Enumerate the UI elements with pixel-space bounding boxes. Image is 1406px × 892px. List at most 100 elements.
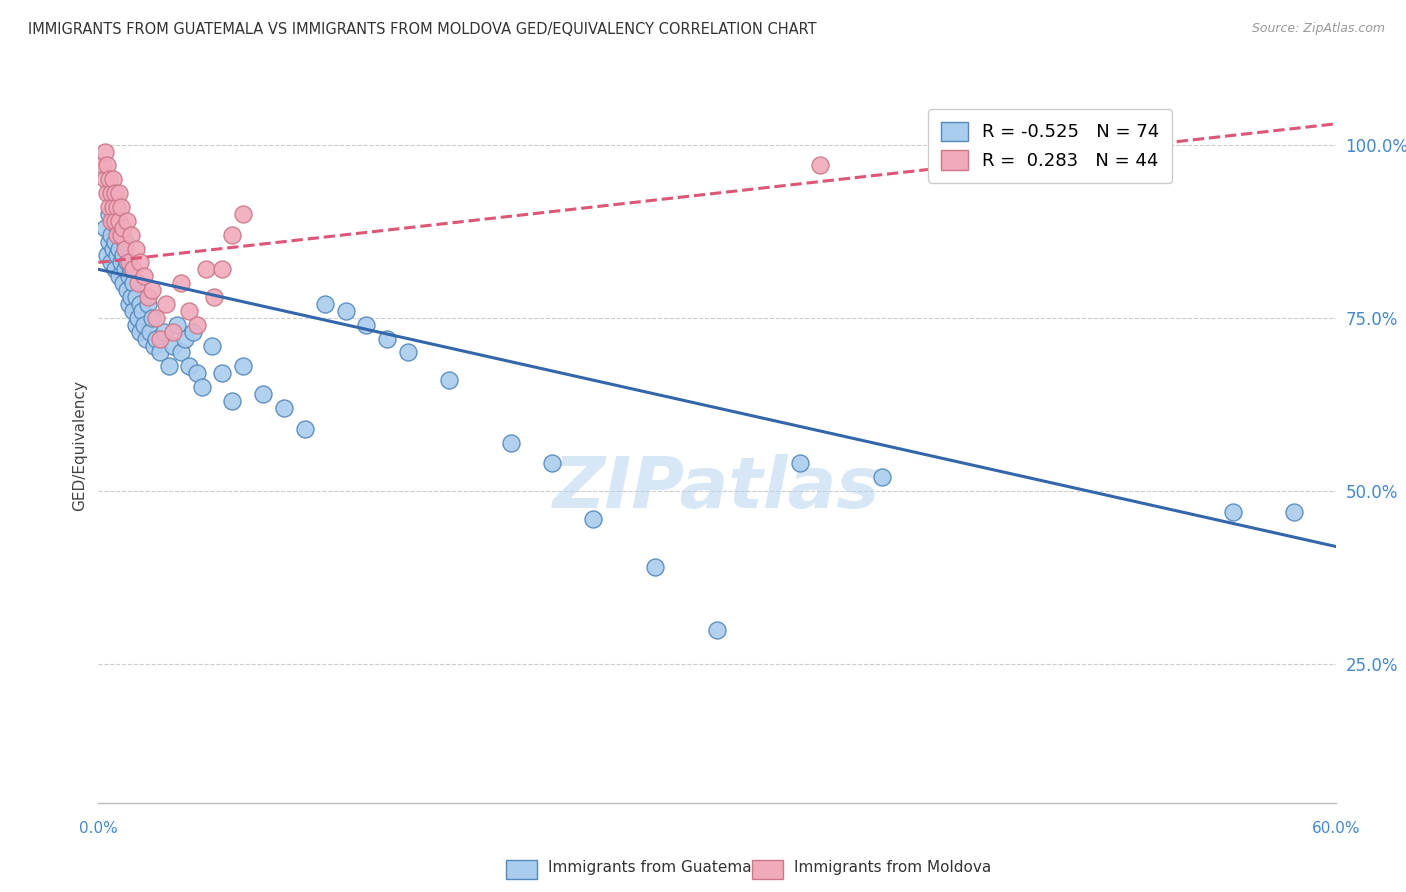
Point xyxy=(128,297,150,311)
Point xyxy=(314,297,336,311)
Point xyxy=(97,235,120,249)
Point xyxy=(252,387,274,401)
Point xyxy=(105,248,128,262)
Point xyxy=(145,332,167,346)
Point xyxy=(157,359,180,374)
Point xyxy=(128,255,150,269)
Point xyxy=(97,207,120,221)
Point xyxy=(104,262,127,277)
Point xyxy=(149,345,172,359)
Point xyxy=(108,214,131,228)
Point xyxy=(186,366,208,380)
Point xyxy=(110,227,132,242)
Point xyxy=(118,269,141,284)
Point xyxy=(437,373,460,387)
Point xyxy=(181,325,204,339)
Point xyxy=(110,227,132,242)
Point xyxy=(120,262,142,277)
Point xyxy=(120,227,142,242)
Legend: R = -0.525   N = 74, R =  0.283   N = 44: R = -0.525 N = 74, R = 0.283 N = 44 xyxy=(928,109,1173,183)
Point xyxy=(105,220,128,235)
Point xyxy=(211,262,233,277)
Point xyxy=(149,332,172,346)
Point xyxy=(117,283,139,297)
Point xyxy=(808,158,831,172)
Point xyxy=(100,186,122,201)
Point xyxy=(789,456,811,470)
Point xyxy=(122,276,145,290)
Point xyxy=(114,242,136,256)
Point xyxy=(124,242,146,256)
Point xyxy=(101,200,124,214)
Point xyxy=(122,262,145,277)
Point xyxy=(108,269,131,284)
Point xyxy=(96,186,118,201)
Point xyxy=(120,290,142,304)
Point xyxy=(131,304,153,318)
Point xyxy=(190,380,212,394)
Point xyxy=(644,560,666,574)
Point xyxy=(136,290,159,304)
Point xyxy=(97,200,120,214)
Point xyxy=(108,186,131,201)
Point xyxy=(179,304,201,318)
Point xyxy=(93,172,115,186)
Point xyxy=(232,207,254,221)
Point xyxy=(127,310,149,325)
Point xyxy=(117,255,139,269)
Point xyxy=(162,325,184,339)
Point xyxy=(141,310,163,325)
Point xyxy=(356,318,378,332)
Point xyxy=(110,255,132,269)
Point xyxy=(170,345,193,359)
Point xyxy=(141,283,163,297)
Text: 60.0%: 60.0% xyxy=(1312,821,1360,836)
Point xyxy=(294,422,316,436)
Point xyxy=(118,255,141,269)
Point xyxy=(145,310,167,325)
Text: Immigrants from Guatemala: Immigrants from Guatemala xyxy=(548,861,766,875)
Point xyxy=(132,318,155,332)
Point xyxy=(114,262,136,277)
Point xyxy=(104,214,127,228)
Point xyxy=(96,158,118,172)
Point xyxy=(499,435,522,450)
Point xyxy=(112,276,135,290)
Point xyxy=(201,338,224,352)
Point xyxy=(541,456,564,470)
Point xyxy=(194,262,217,277)
Point xyxy=(101,242,124,256)
Point xyxy=(179,359,201,374)
Text: IMMIGRANTS FROM GUATEMALA VS IMMIGRANTS FROM MOLDOVA GED/EQUIVALENCY CORRELATION: IMMIGRANTS FROM GUATEMALA VS IMMIGRANTS … xyxy=(28,22,817,37)
Point xyxy=(105,227,128,242)
Point xyxy=(136,297,159,311)
Point xyxy=(1284,505,1306,519)
Point xyxy=(202,290,225,304)
Point xyxy=(139,325,162,339)
Point xyxy=(112,248,135,262)
Point xyxy=(108,242,131,256)
Point xyxy=(155,297,177,311)
Point xyxy=(114,235,136,249)
Point xyxy=(104,186,127,201)
Point xyxy=(132,269,155,284)
Y-axis label: GED/Equivalency: GED/Equivalency xyxy=(72,381,87,511)
Point xyxy=(153,325,176,339)
Point xyxy=(335,304,357,318)
Point xyxy=(124,318,146,332)
Point xyxy=(870,470,893,484)
Point xyxy=(117,214,139,228)
Point xyxy=(166,318,188,332)
Point xyxy=(110,200,132,214)
Point xyxy=(143,338,166,352)
Text: ZIPatlas: ZIPatlas xyxy=(554,454,880,524)
Point xyxy=(100,214,122,228)
Point xyxy=(96,248,118,262)
Point xyxy=(221,227,243,242)
Point xyxy=(396,345,419,359)
Point xyxy=(104,235,127,249)
Point xyxy=(162,338,184,352)
Point xyxy=(174,332,197,346)
Point xyxy=(170,276,193,290)
Point xyxy=(706,623,728,637)
